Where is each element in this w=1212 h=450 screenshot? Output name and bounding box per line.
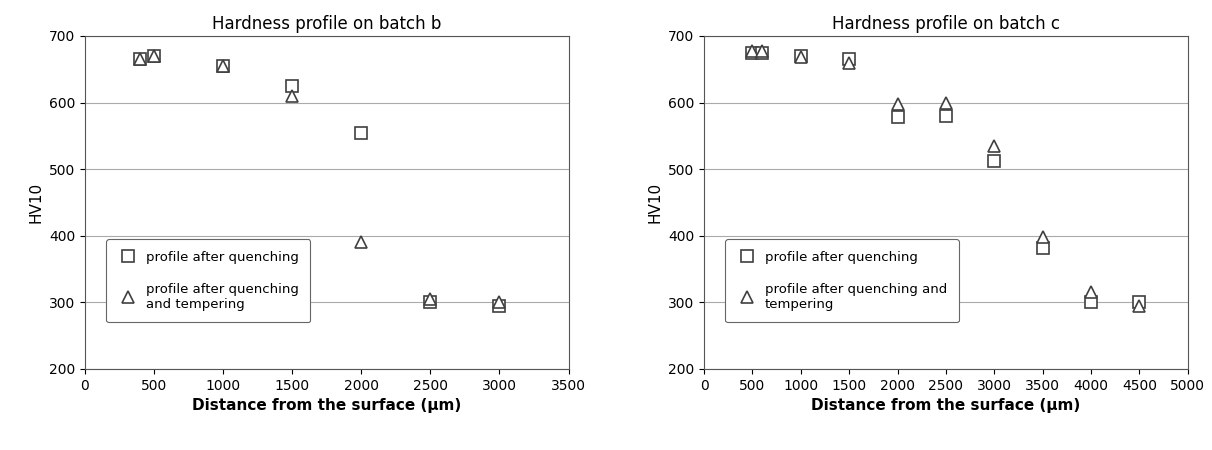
Line: profile after quenching
and tempering: profile after quenching and tempering (135, 50, 505, 308)
Y-axis label: HV10: HV10 (28, 182, 44, 223)
profile after quenching and
tempering (842, 60, 857, 65)
profile after quenching (1035, 245, 1050, 251)
profile after quenching
and tempering (285, 93, 299, 99)
profile after quenching and
tempering (745, 48, 760, 54)
profile after quenching (285, 83, 299, 89)
profile after quenching (354, 130, 368, 135)
profile after quenching (147, 53, 161, 58)
Title: Hardness profile on batch b: Hardness profile on batch b (212, 15, 441, 33)
X-axis label: Distance from the surface (μm): Distance from the surface (μm) (811, 398, 1081, 413)
profile after quenching
and tempering (147, 53, 161, 58)
profile after quenching (1084, 300, 1098, 305)
profile after quenching (987, 158, 1001, 164)
profile after quenching (842, 57, 857, 62)
profile after quenching and
tempering (987, 143, 1001, 148)
profile after quenching (794, 53, 808, 58)
profile after quenching
and tempering (423, 297, 438, 302)
profile after quenching and
tempering (938, 100, 953, 105)
profile after quenching (745, 50, 760, 55)
profile after quenching and
tempering (891, 101, 905, 107)
Y-axis label: HV10: HV10 (647, 182, 663, 223)
profile after quenching
and tempering (492, 300, 507, 305)
profile after quenching and
tempering (1132, 303, 1147, 308)
profile after quenching and
tempering (1084, 290, 1098, 295)
profile after quenching and
tempering (755, 48, 770, 54)
X-axis label: Distance from the surface (μm): Distance from the surface (μm) (191, 398, 462, 413)
profile after quenching (423, 300, 438, 305)
profile after quenching (938, 113, 953, 119)
profile after quenching
and tempering (133, 57, 148, 62)
profile after quenching (492, 303, 507, 308)
profile after quenching (755, 50, 770, 55)
Legend: profile after quenching, profile after quenching and
tempering: profile after quenching, profile after q… (725, 239, 959, 323)
profile after quenching (891, 115, 905, 120)
Line: profile after quenching and
tempering: profile after quenching and tempering (747, 45, 1145, 311)
profile after quenching (1132, 300, 1147, 305)
profile after quenching and
tempering (794, 54, 808, 60)
profile after quenching
and tempering (354, 240, 368, 245)
Legend: profile after quenching, profile after quenching
and tempering: profile after quenching, profile after q… (105, 239, 310, 323)
profile after quenching and
tempering (1035, 234, 1050, 240)
Line: profile after quenching: profile after quenching (747, 47, 1145, 308)
profile after quenching (133, 57, 148, 62)
profile after quenching (216, 63, 230, 69)
profile after quenching
and tempering (216, 63, 230, 69)
Title: Hardness profile on batch c: Hardness profile on batch c (831, 15, 1059, 33)
Line: profile after quenching: profile after quenching (135, 50, 505, 311)
